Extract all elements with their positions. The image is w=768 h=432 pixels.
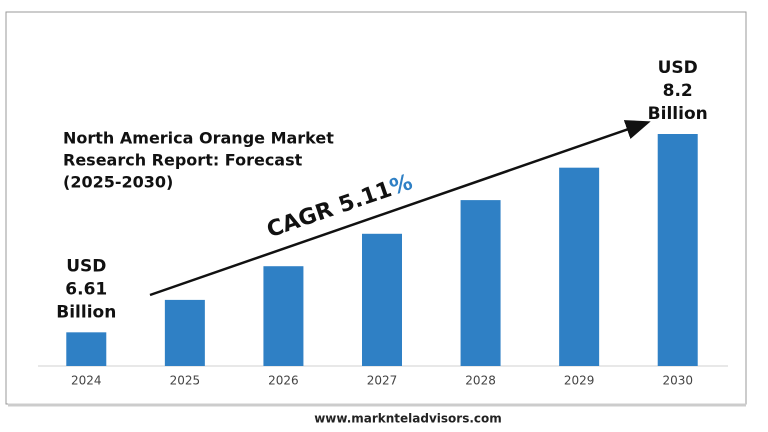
- x-tick-label: 2027: [367, 374, 398, 388]
- bar: [263, 266, 304, 366]
- chart-title: North America Orange Market Research Repo…: [63, 129, 334, 192]
- x-tick-label: 2024: [71, 374, 102, 388]
- x-tick-label: 2026: [268, 374, 299, 388]
- bar: [66, 332, 107, 366]
- bar: [559, 167, 600, 366]
- x-tick-label: 2025: [170, 374, 201, 388]
- bar: [657, 134, 698, 366]
- value-label: USD 8.2 Billion: [648, 58, 708, 124]
- x-tick-label: 2028: [465, 374, 496, 388]
- bar: [362, 233, 402, 366]
- trend-arrow: [149, 120, 651, 297]
- bar: [460, 200, 501, 366]
- x-tick-label: 2030: [662, 374, 693, 388]
- bar: [164, 299, 205, 366]
- footer: www.marknteladvisors.com: [314, 412, 502, 426]
- title-line: North America Orange Market: [63, 129, 334, 148]
- value-label: USD 6.61 Billion: [56, 256, 116, 322]
- title-line: (2025-2030): [63, 173, 173, 192]
- x-tick-label: 2029: [564, 374, 595, 388]
- title-line: Research Report: Forecast: [63, 151, 303, 170]
